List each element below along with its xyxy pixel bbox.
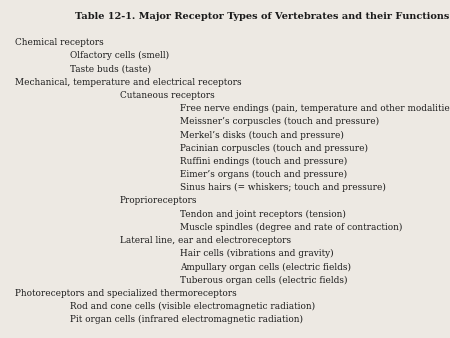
Text: Eimer’s organs (touch and pressure): Eimer’s organs (touch and pressure): [180, 170, 347, 179]
Text: Tendon and joint receptors (tension): Tendon and joint receptors (tension): [180, 210, 346, 219]
Text: Table 12-1. Major Receptor Types of Vertebrates and their Functions: Table 12-1. Major Receptor Types of Vert…: [75, 12, 450, 21]
Text: Lateral line, ear and electroreceptors: Lateral line, ear and electroreceptors: [120, 236, 291, 245]
Text: Sinus hairs (= whiskers; touch and pressure): Sinus hairs (= whiskers; touch and press…: [180, 183, 386, 192]
Text: Cutaneous receptors: Cutaneous receptors: [120, 91, 215, 100]
Text: Meissner’s corpuscles (touch and pressure): Meissner’s corpuscles (touch and pressur…: [180, 117, 379, 126]
Text: Chemical receptors: Chemical receptors: [15, 38, 104, 47]
Text: Pit organ cells (infrared electromagnetic radiation): Pit organ cells (infrared electromagneti…: [70, 315, 303, 324]
Text: Photoreceptors and specialized thermoreceptors: Photoreceptors and specialized thermorec…: [15, 289, 237, 298]
Text: Ruffini endings (touch and pressure): Ruffini endings (touch and pressure): [180, 157, 347, 166]
Text: Mechanical, temperature and electrical receptors: Mechanical, temperature and electrical r…: [15, 78, 242, 87]
Text: Hair cells (vibrations and gravity): Hair cells (vibrations and gravity): [180, 249, 333, 258]
Text: Ampullary organ cells (electric fields): Ampullary organ cells (electric fields): [180, 262, 351, 271]
Text: Muscle spindles (degree and rate of contraction): Muscle spindles (degree and rate of cont…: [180, 223, 402, 232]
Text: Free nerve endings (pain, temperature and other modalities): Free nerve endings (pain, temperature an…: [180, 104, 450, 113]
Text: Taste buds (taste): Taste buds (taste): [70, 65, 151, 73]
Text: Olfactory cells (smell): Olfactory cells (smell): [70, 51, 169, 60]
Text: Proprioreceptors: Proprioreceptors: [120, 196, 198, 206]
Text: Rod and cone cells (visible electromagnetic radiation): Rod and cone cells (visible electromagne…: [70, 302, 315, 311]
Text: Pacinian corpuscles (touch and pressure): Pacinian corpuscles (touch and pressure): [180, 144, 368, 153]
Text: Merkel’s disks (touch and pressure): Merkel’s disks (touch and pressure): [180, 130, 344, 140]
Text: Tuberous organ cells (electric fields): Tuberous organ cells (electric fields): [180, 275, 347, 285]
